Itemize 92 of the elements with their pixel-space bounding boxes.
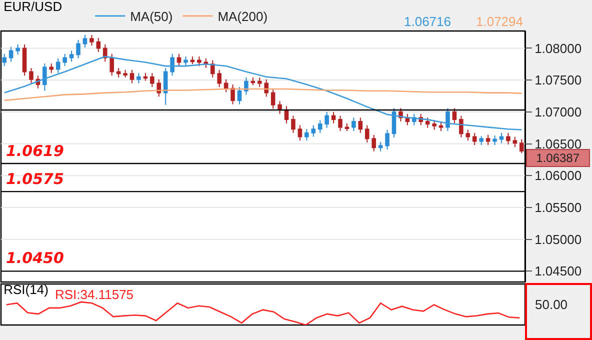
text: 1.07294 xyxy=(476,14,523,29)
candlestick xyxy=(318,120,322,134)
candlestick xyxy=(520,138,524,154)
y-tick-label: 1.07000 xyxy=(534,104,582,120)
candlestick xyxy=(42,62,47,92)
candlestick xyxy=(378,141,383,152)
candlestick xyxy=(49,62,54,74)
ref-line-label: 1.0619 xyxy=(6,142,64,160)
candlestick xyxy=(284,106,289,124)
candlestick xyxy=(324,111,329,128)
candlestick xyxy=(250,77,256,86)
y-tick-label: 1.06500 xyxy=(534,136,582,152)
candlestick xyxy=(29,67,34,84)
candlestick xyxy=(150,72,154,88)
candlestick xyxy=(130,69,134,84)
y-tick-label: 1.06000 xyxy=(534,168,582,184)
line-series xyxy=(4,56,522,130)
series-label: RSI:34.11575 xyxy=(55,287,134,302)
candlestick xyxy=(352,117,356,132)
candlestick xyxy=(304,128,309,142)
candlestick xyxy=(69,50,74,62)
candlestick xyxy=(432,120,436,130)
candlestick xyxy=(459,115,464,138)
candlestick xyxy=(8,46,14,62)
candlestick xyxy=(56,58,60,74)
text: 1.06716 xyxy=(404,14,451,29)
candlestick xyxy=(291,115,296,134)
candlestick xyxy=(264,78,268,98)
candlestick xyxy=(82,34,88,48)
candlestick xyxy=(143,72,148,82)
candlestick xyxy=(230,84,235,105)
candlestick xyxy=(110,53,114,76)
candlestick xyxy=(244,77,248,96)
candlestick xyxy=(492,134,497,146)
line-series xyxy=(4,88,522,102)
candlestick xyxy=(278,100,282,114)
candlestick xyxy=(438,122,444,132)
candlestick xyxy=(311,124,316,138)
candlestick xyxy=(123,69,128,78)
candlestick xyxy=(446,108,450,132)
candlestick xyxy=(190,56,195,65)
candlestick xyxy=(237,86,242,105)
ref-line-label: 1.0450 xyxy=(6,249,64,267)
candlestick xyxy=(258,77,262,88)
candlestick xyxy=(90,34,94,46)
y-tick-label: 1.04500 xyxy=(534,264,582,279)
candlestick xyxy=(136,72,141,84)
candlestick xyxy=(499,132,504,144)
y-tick-label: 1.07500 xyxy=(534,72,582,88)
candlestick xyxy=(364,124,370,143)
candlestick xyxy=(116,67,121,78)
candlestick xyxy=(197,56,202,67)
candlestick xyxy=(102,44,108,62)
candlestick xyxy=(163,67,168,106)
candlestick xyxy=(452,108,457,124)
candlestick xyxy=(156,78,162,98)
candlestick xyxy=(170,53,174,76)
candlestick xyxy=(184,56,188,67)
y-tick-label: 1.05500 xyxy=(534,200,582,216)
candlestick xyxy=(331,111,336,124)
candlestick xyxy=(338,115,342,132)
candlestick xyxy=(224,78,228,93)
candlestick xyxy=(486,134,490,146)
candlestick xyxy=(506,132,510,145)
candlestick xyxy=(344,122,350,132)
text: 50.00 xyxy=(535,297,568,312)
chart-title: EUR/USD xyxy=(4,0,62,14)
y-tick-label: 1.05000 xyxy=(534,232,582,247)
candlestick xyxy=(2,53,6,67)
text: 1.06387 xyxy=(536,151,580,165)
ref-line-label: 1.0575 xyxy=(6,170,64,188)
candlestick xyxy=(472,132,477,146)
candlestick xyxy=(62,53,67,67)
candlestick xyxy=(22,44,27,76)
candlestick xyxy=(385,129,390,150)
candlestick xyxy=(270,88,276,110)
legend-label: MA(200) xyxy=(218,9,268,24)
chart-title: RSI(14) xyxy=(4,282,48,298)
candlestick xyxy=(96,38,101,53)
candlestick xyxy=(425,117,430,128)
candlestick xyxy=(358,117,363,134)
candlestick xyxy=(298,124,302,142)
candlestick xyxy=(16,44,20,56)
candlestick xyxy=(176,53,182,67)
candlestick xyxy=(466,129,470,142)
y-tick-label: 1.08000 xyxy=(534,40,582,56)
legend-label: MA(50) xyxy=(130,9,173,24)
candlestick xyxy=(76,39,80,59)
candlestick xyxy=(372,134,376,152)
candlestick xyxy=(479,136,484,146)
candlestick xyxy=(217,69,222,88)
candlestick xyxy=(512,136,518,148)
